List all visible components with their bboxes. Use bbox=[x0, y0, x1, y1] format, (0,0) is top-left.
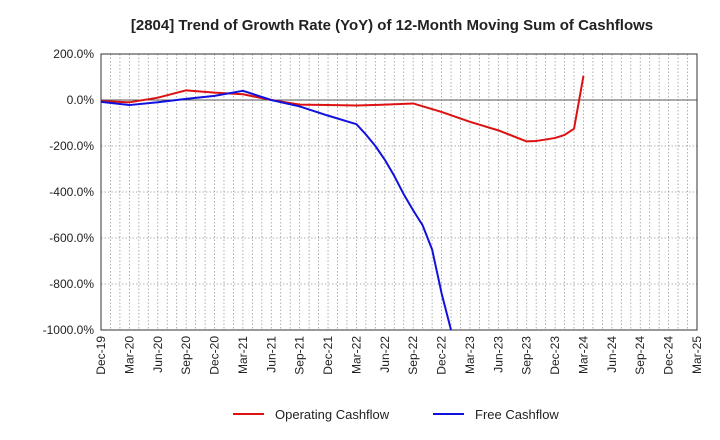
legend-label-operating-cashflow: Operating Cashflow bbox=[275, 407, 390, 422]
x-tick-label: Dec-24 bbox=[662, 336, 676, 375]
plot-area bbox=[100, 53, 698, 331]
x-tick-label: Mar-24 bbox=[576, 336, 590, 374]
x-tick-label: Mar-20 bbox=[122, 336, 136, 374]
x-tick-label: Mar-22 bbox=[349, 336, 363, 374]
y-tick-label: 200.0% bbox=[53, 47, 94, 61]
x-tick-label: Sep-22 bbox=[406, 336, 420, 375]
x-tick-label: Dec-19 bbox=[94, 336, 108, 375]
x-tick-label: Jun-23 bbox=[491, 336, 505, 373]
x-tick-label: Sep-21 bbox=[293, 336, 307, 375]
series-line-free-cashflow bbox=[101, 89, 452, 330]
x-tick-label: Dec-23 bbox=[548, 336, 562, 375]
series-line-operating-cashflow bbox=[101, 75, 585, 143]
y-axis-ticks: 200.0% 0.0% -200.0% -400.0% -600.0% -800.0% -1… bbox=[43, 47, 95, 337]
x-tick-label: Dec-22 bbox=[435, 336, 449, 375]
x-tick-label: Sep-23 bbox=[520, 336, 534, 375]
legend-label-free-cashflow: Free Cashflow bbox=[475, 407, 559, 422]
x-tick-label: Mar-21 bbox=[236, 336, 250, 374]
x-tick-label: Jun-21 bbox=[264, 336, 278, 373]
y-tick-label: -600.0% bbox=[49, 231, 94, 245]
x-axis-ticks: Dec-19 Mar-20 Jun-20 Sep-20 Dec-20 Mar-21 Jun-… bbox=[94, 336, 704, 375]
x-tick-label: Sep-20 bbox=[179, 336, 193, 375]
x-tick-label: Dec-20 bbox=[208, 336, 222, 375]
x-tick-label: Mar-25 bbox=[690, 336, 704, 374]
y-tick-label: -200.0% bbox=[49, 139, 94, 153]
legend: Operating Cashflow Free Cashflow bbox=[233, 407, 559, 422]
y-tick-label: -400.0% bbox=[49, 185, 94, 199]
series-lines bbox=[101, 75, 585, 330]
grid bbox=[101, 54, 697, 330]
y-tick-label: -1000.0% bbox=[43, 323, 95, 337]
x-tick-label: Dec-21 bbox=[321, 336, 335, 375]
chart-title: [2804] Trend of Growth Rate (YoY) of 12-… bbox=[131, 17, 653, 34]
x-tick-label: Jun-20 bbox=[151, 336, 165, 373]
x-tick-label: Mar-23 bbox=[463, 336, 477, 374]
x-tick-label: Jun-22 bbox=[378, 336, 392, 373]
x-tick-label: Jun-24 bbox=[605, 336, 619, 373]
y-tick-label: -800.0% bbox=[49, 277, 94, 291]
y-tick-label: 0.0% bbox=[67, 93, 95, 107]
x-tick-label: Sep-24 bbox=[633, 336, 647, 375]
